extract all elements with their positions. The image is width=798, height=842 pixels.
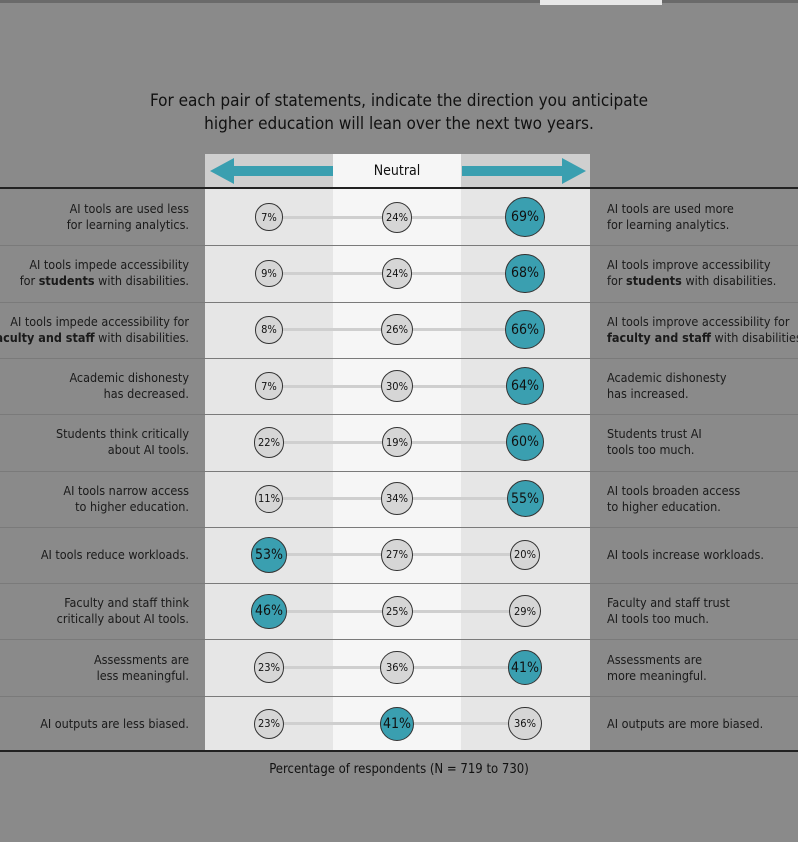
value-bubble: 60% [506, 423, 544, 462]
statement-text: students [38, 273, 95, 289]
statement-text: faculty and staff [0, 329, 95, 345]
left-statement: AI tools impede accessibility for facult… [0, 314, 189, 346]
right-statement: AI tools improve accessibility for facul… [607, 314, 798, 346]
statement-text: AI tools are used less for learning anal… [66, 201, 189, 233]
statement-text: faculty and staff [607, 329, 711, 345]
statement-text: with disabilities. [681, 273, 777, 289]
row-separator [0, 695, 798, 697]
row-separator [0, 639, 798, 641]
value-bubble: 41% [379, 706, 415, 741]
right-arrow-icon [462, 158, 586, 184]
right-statement: Faculty and staff trust AI tools too muc… [607, 595, 798, 627]
value-bubble: 24% [381, 201, 413, 233]
statement-text: AI tools increase workloads. [607, 546, 764, 562]
statement-text: AI outputs are less biased. [40, 715, 189, 731]
value-bubble: 20% [510, 539, 540, 570]
row-separator [0, 583, 798, 585]
left-arrow-icon [210, 158, 333, 184]
left-statement: AI outputs are less biased. [0, 716, 189, 732]
value-bubble: 34% [380, 482, 414, 516]
statement-text: with disabilities. [710, 329, 798, 345]
right-statement: AI tools are used more for learning anal… [607, 201, 798, 233]
row-separator [0, 301, 798, 303]
value-bubble: 66% [505, 310, 545, 350]
value-bubble: 41% [507, 650, 543, 685]
value-bubble: 55% [506, 480, 544, 518]
right-statement: Assessments are more meaningful. [607, 652, 798, 684]
value-bubble: 24% [381, 258, 413, 289]
statement-text: AI outputs are more biased. [607, 715, 764, 731]
statement-text: AI tools impede accessibility for [19, 257, 189, 289]
left-statement: AI tools narrow access to higher educati… [0, 483, 189, 515]
statement-text: Academic dishonesty has decreased. [69, 370, 189, 402]
statement-text: Academic dishonesty has increased. [607, 370, 727, 402]
statement-text: Students think critically about AI tools… [55, 426, 189, 458]
value-bubble: 36% [508, 707, 542, 741]
row-separator [0, 245, 798, 247]
statement-text: AI tools narrow access to higher educati… [63, 482, 189, 514]
statement-text: students [626, 273, 682, 289]
value-bubble: 29% [509, 595, 541, 628]
statement-text: AI tools impede accessibility for [10, 313, 189, 329]
row-separator [0, 414, 798, 416]
value-bubble: 26% [381, 314, 413, 346]
value-bubble: 11% [254, 484, 284, 513]
value-bubble: 23% [253, 652, 285, 683]
right-statement: AI tools increase workloads. [607, 547, 798, 563]
statement-text: Assessments are less meaningful. [93, 651, 189, 683]
value-bubble: 64% [505, 366, 545, 406]
value-bubble: 9% [255, 259, 283, 288]
statement-text: AI tools reduce workloads. [40, 546, 189, 562]
top-panel-edge [540, 0, 662, 5]
value-bubble: 68% [505, 253, 545, 294]
right-statement: AI tools improve accessibility for stude… [607, 257, 798, 289]
statement-text: Faculty and staff trust AI tools too muc… [607, 595, 730, 627]
value-bubble: 7% [255, 372, 283, 400]
right-statement: Students trust AI tools too much. [607, 426, 798, 458]
value-bubble: 27% [381, 539, 413, 571]
value-bubble: 22% [253, 427, 285, 458]
statement-text: Faculty and staff think critically about… [56, 595, 189, 627]
statement-text: AI tools improve accessibility for [607, 313, 790, 329]
statement-text: Assessments are more meaningful. [607, 651, 707, 683]
statement-text: with disabilities. [94, 329, 189, 345]
statement-text: AI tools broaden access to higher educat… [607, 482, 741, 514]
right-statement: Academic dishonesty has increased. [607, 370, 798, 402]
left-statement: AI tools impede accessibility for studen… [0, 257, 189, 289]
left-statement: Academic dishonesty has decreased. [0, 370, 189, 402]
value-bubble: 69% [505, 197, 545, 238]
value-bubble: 7% [255, 203, 283, 231]
bottom-rule [0, 750, 798, 752]
top-border [0, 0, 798, 3]
row-separator [0, 357, 798, 359]
value-bubble: 19% [382, 427, 412, 458]
statement-text: AI tools improve accessibility for [607, 257, 771, 289]
left-statement: Faculty and staff think critically about… [0, 595, 189, 627]
footer-note: Percentage of respondents (N = 719 to 73… [269, 762, 529, 777]
value-bubble: 46% [251, 593, 287, 629]
value-bubble: 25% [381, 595, 413, 627]
neutral-label: Neutral [373, 162, 421, 179]
left-statement: Assessments are less meaningful. [0, 652, 189, 684]
left-statement: AI tools are used less for learning anal… [0, 201, 189, 233]
right-statement: AI outputs are more biased. [607, 716, 798, 732]
left-statement: AI tools reduce workloads. [0, 547, 189, 563]
chart-title: For each pair of statements, indicate th… [149, 91, 649, 134]
row-separator [0, 470, 798, 472]
statement-text: Students trust AI tools too much. [607, 426, 702, 458]
value-bubble: 23% [253, 708, 285, 740]
right-statement: AI tools broaden access to higher educat… [607, 483, 798, 515]
top-rule [0, 187, 798, 189]
statement-text: AI tools are used more for learning anal… [607, 201, 734, 233]
left-statement: Students think critically about AI tools… [0, 426, 189, 458]
row-separator [0, 526, 798, 528]
statement-text: with disabilities. [94, 273, 189, 289]
value-bubble: 30% [381, 370, 413, 403]
value-bubble: 53% [250, 536, 288, 574]
value-bubble: 8% [255, 315, 283, 344]
value-bubble: 36% [380, 650, 414, 685]
